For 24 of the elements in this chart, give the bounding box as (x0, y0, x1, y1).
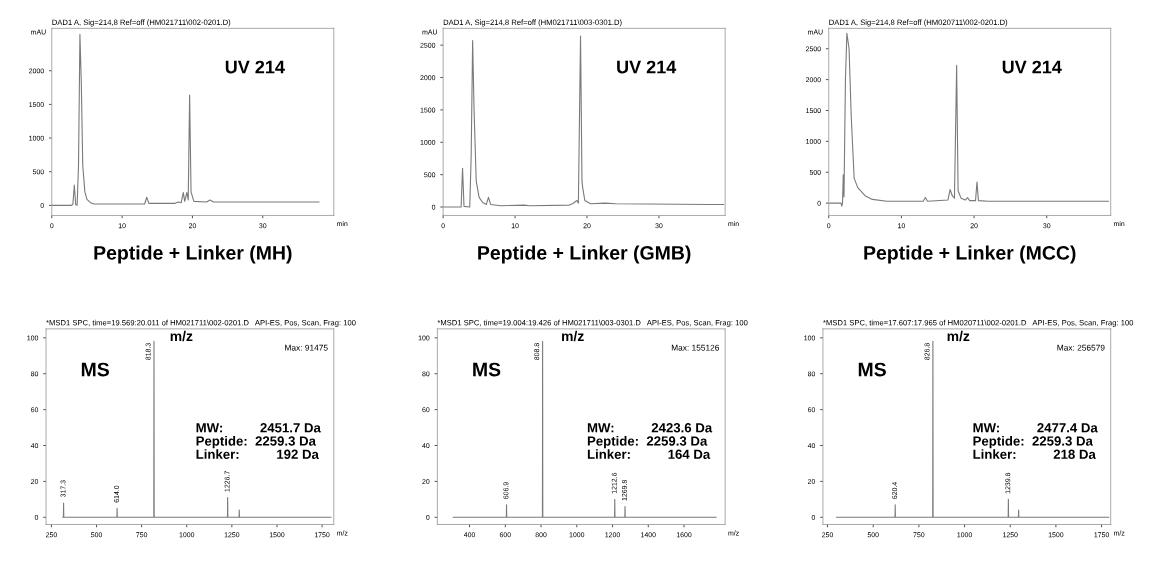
line-series (443, 35, 725, 208)
annotation: UV 214 (1002, 60, 1062, 74)
annotation: Max: 256579 (1057, 344, 1105, 351)
annotation: m/z (170, 330, 193, 342)
annotation: MS (858, 362, 886, 377)
annotation: MS (473, 362, 501, 377)
line-series (828, 32, 1110, 207)
annotation: MW: 2451.7 Da Peptide: 2259.3 Da Linker: 192 Da (196, 423, 321, 459)
annotation: Max: 155126 (671, 344, 720, 351)
line-series (835, 340, 1110, 518)
text: Peptide + Linker (MCC) (864, 245, 1076, 264)
annotation: MS (81, 362, 109, 377)
annotation: m/z (562, 330, 584, 342)
text: Peptide + Linker (GMB) (478, 245, 691, 264)
line-series (452, 340, 717, 518)
annotation: Max: 91475 (285, 344, 328, 351)
annotation: m/z (947, 330, 970, 342)
annotation: MW: 2477.4 Da Peptide: 2259.3 Da Linker: 218 Da (973, 423, 1098, 459)
annotation: UV 214 (225, 60, 285, 74)
annotation: UV 214 (617, 60, 677, 74)
annotation: MW: 2423.6 Da Peptide: 2259.3 Da Linker: 164 Da (587, 423, 713, 459)
line-series (62, 340, 332, 518)
text: Peptide + Linker (MH) (94, 245, 292, 264)
line-series (51, 33, 320, 206)
